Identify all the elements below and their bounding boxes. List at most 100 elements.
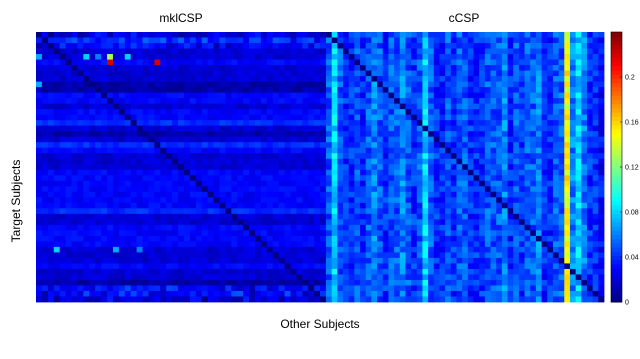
heatmap-cell xyxy=(462,131,469,138)
heatmap-cell xyxy=(77,120,84,127)
heatmap-cell xyxy=(172,257,179,264)
heatmap-cell xyxy=(569,224,577,231)
heatmap-cell xyxy=(172,59,179,66)
heatmap-cell xyxy=(405,175,412,182)
heatmap-cell xyxy=(552,87,560,94)
heatmap-cell xyxy=(320,76,327,82)
heatmap-cell xyxy=(501,125,508,132)
heatmap-cell xyxy=(272,186,280,193)
heatmap-cell xyxy=(154,109,161,116)
heatmap-cell xyxy=(118,125,126,132)
heatmap-cell xyxy=(371,131,378,138)
heatmap-cell xyxy=(428,241,435,248)
heatmap-cell xyxy=(172,114,179,121)
heatmap-cell xyxy=(496,120,503,127)
heatmap-cell xyxy=(290,180,297,187)
heatmap-cell xyxy=(142,142,149,149)
heatmap-cell xyxy=(467,274,474,281)
heatmap-cell xyxy=(148,125,155,132)
heatmap-cell xyxy=(266,76,274,82)
heatmap-cell xyxy=(411,175,418,182)
heatmap-cell xyxy=(496,186,503,193)
heatmap-cell xyxy=(296,120,303,127)
heatmap-cell xyxy=(348,274,355,281)
heatmap-cell xyxy=(433,263,440,270)
heatmap-cell xyxy=(36,285,43,292)
heatmap-cell xyxy=(484,180,491,187)
heatmap-cell xyxy=(308,246,315,253)
heatmap-cell xyxy=(231,109,238,116)
heatmap-cell xyxy=(348,180,355,187)
heatmap-cell xyxy=(348,54,355,60)
heatmap-cell xyxy=(249,153,256,160)
heatmap-cell xyxy=(399,263,406,270)
heatmap-cell xyxy=(266,164,274,171)
heatmap-cell xyxy=(598,37,605,44)
heatmap-cell xyxy=(112,186,120,193)
heatmap-cell xyxy=(399,268,406,275)
heatmap-cell xyxy=(343,224,350,231)
heatmap-cell xyxy=(513,180,520,187)
heatmap-cell xyxy=(462,158,469,165)
heatmap-cell xyxy=(331,235,338,242)
heatmap-cell xyxy=(47,147,55,154)
heatmap-cell xyxy=(513,37,520,44)
heatmap-cell xyxy=(496,70,503,77)
heatmap-cell xyxy=(331,54,338,60)
heatmap-cell xyxy=(172,32,179,38)
heatmap-cell xyxy=(331,70,338,77)
heatmap-cell xyxy=(231,92,238,99)
heatmap-cell xyxy=(428,65,435,71)
heatmap-cell xyxy=(148,257,155,264)
heatmap-cell xyxy=(496,32,503,38)
heatmap-cell xyxy=(225,279,232,286)
heatmap-cell xyxy=(278,120,285,127)
heatmap-cell xyxy=(388,70,395,77)
heatmap-cell xyxy=(249,279,256,286)
heatmap-cell xyxy=(422,175,429,182)
heatmap-cell xyxy=(195,147,203,154)
heatmap-cell xyxy=(172,180,179,187)
heatmap-cell xyxy=(83,76,90,82)
heatmap-cell xyxy=(513,120,520,127)
heatmap-cell xyxy=(513,147,520,154)
heatmap-cell xyxy=(189,252,197,259)
heatmap-cell xyxy=(598,257,605,264)
heatmap-cell xyxy=(314,219,321,226)
heatmap-cell xyxy=(354,202,361,209)
heatmap-cell xyxy=(326,120,333,127)
heatmap-cell xyxy=(101,70,108,77)
heatmap-cell xyxy=(467,202,474,209)
heatmap-cell xyxy=(183,285,191,292)
heatmap-cell xyxy=(382,186,389,193)
heatmap-cell xyxy=(377,213,384,220)
heatmap-cell xyxy=(490,235,497,242)
heatmap-cell xyxy=(260,103,268,110)
heatmap-cell xyxy=(266,70,274,77)
heatmap-cell xyxy=(388,125,395,132)
heatmap-cell xyxy=(112,268,120,275)
heatmap-cell xyxy=(41,136,49,143)
heatmap-cell xyxy=(124,263,132,270)
heatmap-cell xyxy=(592,54,599,60)
heatmap-cell xyxy=(231,76,238,82)
heatmap-cell xyxy=(47,37,55,44)
heatmap-cell xyxy=(575,235,582,242)
heatmap-cell xyxy=(213,70,220,77)
heatmap-cell xyxy=(524,147,531,154)
heatmap-cell xyxy=(348,296,355,303)
heatmap-cell xyxy=(231,208,238,215)
heatmap-cell xyxy=(260,37,268,44)
heatmap-cell xyxy=(479,158,486,165)
heatmap-cell xyxy=(382,59,389,66)
heatmap-cell xyxy=(445,175,452,182)
heatmap-cell xyxy=(101,191,108,198)
heatmap-cell xyxy=(124,197,132,204)
heatmap-cell xyxy=(371,180,378,187)
heatmap-cell xyxy=(284,268,291,275)
heatmap-cell xyxy=(53,142,61,149)
heatmap-cell xyxy=(172,76,179,82)
heatmap-cell xyxy=(107,230,114,237)
heatmap-cell xyxy=(65,120,72,127)
heatmap-cell xyxy=(337,43,344,49)
